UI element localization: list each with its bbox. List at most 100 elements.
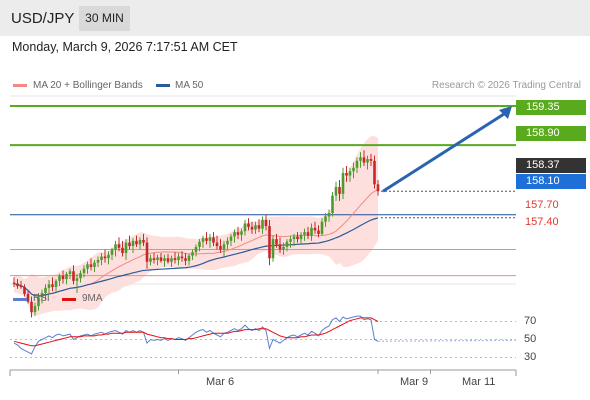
candle-body-87 [317,230,320,234]
candle-body-101 [366,159,369,163]
price-label-158-90: 158.90 [516,126,586,141]
price-label-158-10: 158.10 [516,174,586,189]
candle-body-95 [345,172,348,176]
candle-body-24 [96,259,100,263]
candle-body-12 [54,280,58,287]
candle-body-38 [145,242,149,262]
candle-body-54 [201,238,205,242]
candle-body-33 [128,242,131,247]
candle-body-100 [362,157,366,163]
rsi-9ma-line [13,317,379,347]
candle-body-50 [187,255,191,261]
candle-body-94 [341,172,345,194]
candle-body-41 [156,257,159,260]
candle-body-96 [348,171,352,176]
candle-body-77 [282,246,285,250]
candle-body-4 [26,293,30,302]
candle-body-46 [173,258,177,260]
candle-body-14 [61,275,65,280]
candle-body-56 [208,237,212,241]
candle-body-88 [320,221,324,234]
candle-body-16 [68,271,72,274]
header-bar: USD/JPY 30 MIN [0,0,590,36]
symbol-title: USD/JPY [11,10,75,27]
candle-body-82 [299,234,303,240]
candle-body-99 [359,157,362,161]
candle-body-19 [79,273,82,279]
rsi-tick-50: 50 [524,333,537,345]
candle-body-47 [177,256,180,260]
candle-body-65 [240,231,243,235]
candle-body-0 [12,282,16,284]
candle-body-51 [191,252,194,256]
rsi-tick-70: 70 [524,315,537,327]
candle-body-78 [285,241,289,247]
candle-body-74 [271,239,275,259]
legend-ma20-label: MA 20 + Bollinger Bands [33,80,143,91]
candle-body-97 [352,167,355,172]
legend-ma50-swatch [156,84,170,87]
candle-body-52 [194,246,198,253]
candle-body-84 [306,232,310,236]
candle-body-70 [257,225,261,229]
candle-body-3 [23,286,26,294]
candle-body-13 [58,275,61,281]
candle-body-44 [166,258,170,262]
candle-body-10 [47,284,51,288]
candle-body-9 [44,287,47,294]
forecast-arrow-head [499,106,512,119]
datetime-label: Monday, March 9, 2026 7:17:51 AM CET [12,40,238,54]
legend-ma50-label: MA 50 [175,80,204,91]
legend-9ma-label: 9MA [82,293,103,304]
candle-body-91 [331,195,334,214]
candle-body-45 [170,258,173,262]
candle-body-76 [278,244,282,250]
candle-body-68 [250,226,254,230]
candle-body-49 [184,258,187,261]
candle-body-61 [226,240,229,245]
candle-body-17 [72,271,75,281]
legend-ma20-swatch [13,84,27,87]
candle-body-28 [110,249,114,255]
candle-body-55 [205,238,208,241]
candle-body-36 [138,239,142,245]
x-label-mar-6: Mar 6 [206,376,235,388]
candle-body-30 [117,244,121,248]
candle-body-34 [131,240,135,247]
candle-body-39 [149,258,152,262]
candle-body-37 [142,239,145,243]
candle-body-20 [82,268,86,274]
x-label-mar-9: Mar 9 [400,376,429,388]
candle-body-32 [124,242,128,254]
candle-body-93 [338,186,341,194]
candle-body-83 [303,232,306,235]
candle-body-73 [268,226,271,259]
price-label-157-70: 157.70 [525,199,559,211]
candle-body-1 [16,283,19,287]
candle-body-2 [19,286,23,288]
candle-body-85 [310,227,313,236]
candle-body-69 [254,225,257,230]
candle-body-21 [86,264,89,269]
price-label-158-37: 158.37 [516,158,586,173]
candle-body-81 [296,236,299,240]
candle-body-102 [369,159,373,161]
candle-body-79 [289,239,292,242]
candle-body-8 [40,293,44,298]
legend-rsi-label: RSI [33,293,50,304]
source-credit: Research © 2026 Trading Central [431,80,581,91]
candle-body-27 [107,254,110,259]
timeframe-button[interactable]: 30 MIN [79,6,130,31]
candle-body-15 [65,273,68,280]
x-label-mar-11: Mar 11 [462,376,496,388]
candle-body-103 [373,160,376,185]
candle-body-80 [292,236,296,240]
legend-rsi-swatch [13,298,27,301]
candle-body-90 [327,213,331,217]
candle-body-18 [75,278,79,281]
candle-body-71 [261,219,264,229]
candle-body-7 [37,297,40,307]
bollinger-band-area [14,136,378,317]
candle-body-48 [180,256,184,259]
candle-body-104 [376,184,380,192]
